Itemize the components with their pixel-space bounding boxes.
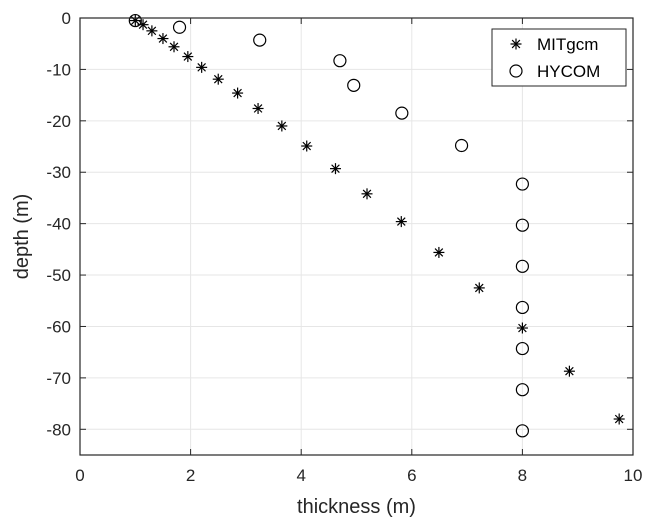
y-tick-label: -40 <box>46 215 71 234</box>
mitgcm-point <box>182 51 194 63</box>
y-tick-label: -60 <box>46 317 71 336</box>
hycom-point <box>515 383 530 397</box>
x-tick-label: 10 <box>624 466 643 485</box>
mitgcm-point <box>168 41 180 53</box>
plot-frame <box>79 17 634 456</box>
asterisk-icon <box>510 38 522 50</box>
hycom-point <box>172 20 187 34</box>
mitgcm-point <box>232 87 244 99</box>
y-tick-label: -50 <box>46 266 71 285</box>
mitgcm-point <box>252 102 264 114</box>
circle-icon <box>509 64 523 78</box>
y-tick-label: -10 <box>46 60 71 79</box>
y-tick-label: -30 <box>46 163 71 182</box>
x-axis-label: thickness (m) <box>297 496 416 518</box>
hycom-point <box>395 106 409 120</box>
legend-label-hycom: HYCOM <box>537 62 600 81</box>
mitgcm-point <box>157 33 169 45</box>
hycom-point <box>515 177 530 191</box>
hycom-point <box>333 54 347 68</box>
hycom-point <box>454 138 469 153</box>
mitgcm-point <box>613 413 625 425</box>
x-tick-label: 2 <box>186 466 195 485</box>
hycom-point <box>515 300 530 315</box>
mitgcm-point <box>563 365 575 377</box>
hycom-point <box>515 424 530 438</box>
y-axis-label: depth (m) <box>11 194 33 280</box>
y-tick-label: 0 <box>62 9 71 28</box>
hycom-point <box>347 78 361 92</box>
mitgcm-point <box>361 188 373 200</box>
mitgcm-point <box>329 163 341 175</box>
mitgcm-point <box>301 140 313 152</box>
data-points <box>128 13 625 438</box>
mitgcm-point <box>196 61 208 73</box>
tick-labels: 0 2 4 6 8 10 0 -10 -20 -30 -40 -50 -60 -70 -80 <box>46 9 642 485</box>
mitgcm-point <box>395 216 407 228</box>
x-tick-label: 0 <box>75 466 84 485</box>
hycom-point <box>515 218 530 232</box>
legend: MITgcm HYCOM <box>491 28 627 87</box>
mitgcm-point <box>276 120 288 132</box>
mitgcm-point <box>146 25 158 37</box>
legend-label-mitgcm: MITgcm <box>537 35 598 54</box>
hycom-point <box>253 33 267 47</box>
y-tick-label: -70 <box>46 369 71 388</box>
grid <box>79 17 634 455</box>
hycom-point <box>515 259 530 273</box>
x-tick-label: 6 <box>407 466 416 485</box>
x-tick-label: 8 <box>518 466 527 485</box>
y-tick-label: -80 <box>46 420 71 439</box>
legend-marker-hycom <box>509 64 523 78</box>
mitgcm-point <box>433 246 445 258</box>
mitgcm-point <box>516 322 528 334</box>
legend-marker-mitgcm <box>510 38 522 50</box>
mitgcm-point <box>212 73 224 85</box>
hycom-point <box>515 341 530 356</box>
y-tick-label: -20 <box>46 112 71 131</box>
x-tick-label: 4 <box>296 466 305 485</box>
mitgcm-point <box>473 282 485 294</box>
hycom-point <box>128 13 142 28</box>
